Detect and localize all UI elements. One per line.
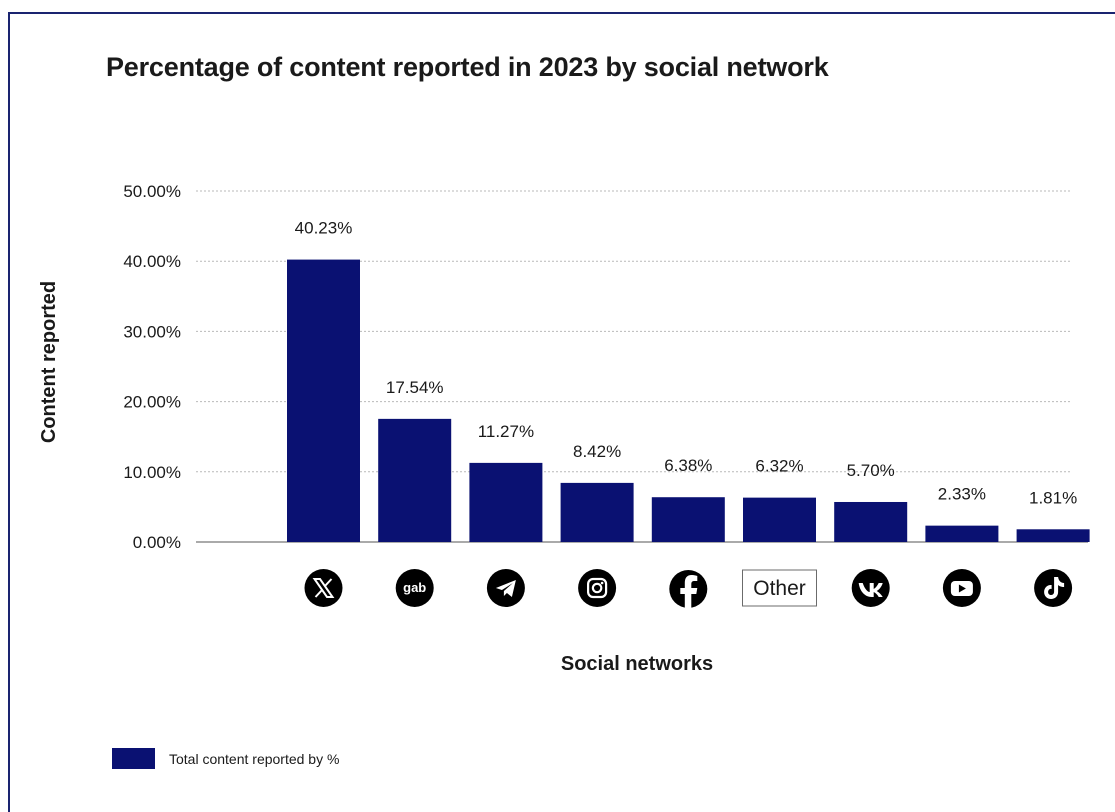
bar <box>925 525 999 542</box>
bar <box>1016 529 1090 542</box>
legend-swatch <box>112 748 155 769</box>
youtube-logo-icon <box>942 569 981 607</box>
svg-text:Other: Other <box>753 577 806 600</box>
chart-title: Percentage of content reported in 2023 b… <box>106 52 829 82</box>
category-label-other: Other <box>742 569 817 607</box>
facebook-logo-icon <box>669 570 708 609</box>
legend: Total content reported by % <box>112 748 339 769</box>
bar <box>743 497 816 542</box>
svg-text:gab: gab <box>403 580 426 595</box>
bar <box>560 482 634 542</box>
data-label: 2.33% <box>938 485 986 504</box>
data-label: 5.70% <box>847 461 895 480</box>
data-label: 6.32% <box>755 457 803 476</box>
legend-label: Total content reported by % <box>169 750 340 767</box>
data-label: 6.38% <box>664 456 712 475</box>
y-tick-label: 40.00% <box>123 252 181 271</box>
vk-logo-icon <box>851 569 890 607</box>
tiktok-logo-icon <box>1034 569 1073 607</box>
bar <box>834 501 908 542</box>
instagram-logo-icon <box>578 569 617 607</box>
data-label: 1.81% <box>1029 488 1077 507</box>
data-label: 17.54% <box>386 378 444 397</box>
y-axis-label: Content reported <box>38 281 60 443</box>
data-label: 8.42% <box>573 442 621 461</box>
y-tick-label: 0.00% <box>133 533 181 552</box>
gab-logo-icon: gab <box>395 569 434 607</box>
chart-frame <box>8 12 1115 812</box>
bar <box>287 259 360 542</box>
y-tick-label: 10.00% <box>123 463 181 482</box>
data-label: 40.23% <box>295 219 353 238</box>
y-tick-label: 50.00% <box>123 182 181 201</box>
bar <box>378 418 452 542</box>
bar <box>469 462 543 542</box>
x-axis-label: Social networks <box>561 653 713 675</box>
bar <box>651 497 725 542</box>
telegram-logo-icon <box>486 569 525 607</box>
y-tick-label: 20.00% <box>123 393 181 412</box>
y-tick-label: 30.00% <box>123 322 181 341</box>
x-logo-icon <box>304 569 343 607</box>
data-label: 11.27% <box>478 422 534 441</box>
